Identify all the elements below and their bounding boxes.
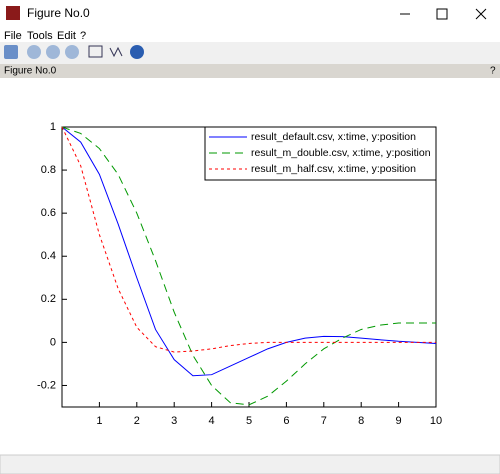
tool-button[interactable] — [46, 45, 60, 59]
x-tick-label: 4 — [209, 415, 215, 427]
y-tick-label: 0.6 — [41, 207, 56, 219]
menu-bar — [0, 30, 500, 42]
line-series — [61, 126, 436, 406]
y-tick-label: -0.2 — [37, 379, 56, 391]
line-series — [61, 126, 437, 377]
x-tick-label: 6 — [283, 415, 289, 427]
toolbar — [4, 45, 144, 59]
panel-header — [0, 64, 500, 78]
title-bar — [0, 0, 500, 30]
line-series — [61, 126, 436, 353]
panel-help[interactable]: ? — [490, 66, 496, 77]
y-tick-label: 0.8 — [41, 164, 56, 176]
legend-label: result_m_half.csv, x:time, y:position — [251, 163, 416, 175]
panel-title: Figure No.0 — [4, 66, 57, 77]
status-bar — [0, 454, 500, 474]
maximize[interactable] — [436, 8, 448, 20]
x-tick-label: 2 — [134, 415, 140, 427]
menu-item[interactable]: File — [4, 30, 22, 42]
tool-button[interactable] — [109, 46, 123, 58]
y-tick-label: 1 — [50, 121, 56, 133]
legend-label: result_default.csv, x:time, y:position — [251, 131, 416, 143]
x-tick-label: 10 — [430, 415, 442, 427]
y-tick-label: 0.2 — [41, 293, 56, 305]
tool-button[interactable] — [65, 45, 79, 59]
window-title: Figure No.0 — [27, 6, 90, 20]
x-tick-label: 8 — [358, 415, 364, 427]
legend — [204, 126, 437, 181]
x-tick-label: 3 — [171, 415, 177, 427]
y-tick-label: 0 — [50, 336, 56, 348]
menu-item[interactable]: Edit — [57, 30, 76, 42]
tool-button[interactable] — [27, 45, 41, 59]
tool-button[interactable] — [4, 45, 18, 59]
x-tick-label: 5 — [246, 415, 252, 427]
close[interactable] — [475, 8, 487, 20]
menu-item[interactable]: ? — [80, 30, 86, 42]
legend-label: result_m_double.csv, x:time, y:position — [251, 147, 431, 159]
tool-button[interactable] — [88, 45, 103, 58]
app-icon — [6, 6, 20, 20]
menu-item[interactable]: Tools — [27, 30, 53, 42]
chart: -0.2 0 0.2 0.4 0.6 0.8 1 1 2 3 4 5 6 7 8 9 10 result_defa… — [37, 121, 442, 427]
tool-button[interactable] — [130, 45, 144, 59]
x-tick-label: 9 — [396, 415, 402, 427]
y-tick-label: 0.4 — [41, 250, 56, 262]
x-tick-label: 1 — [96, 415, 102, 427]
x-tick-label: 7 — [321, 415, 327, 427]
